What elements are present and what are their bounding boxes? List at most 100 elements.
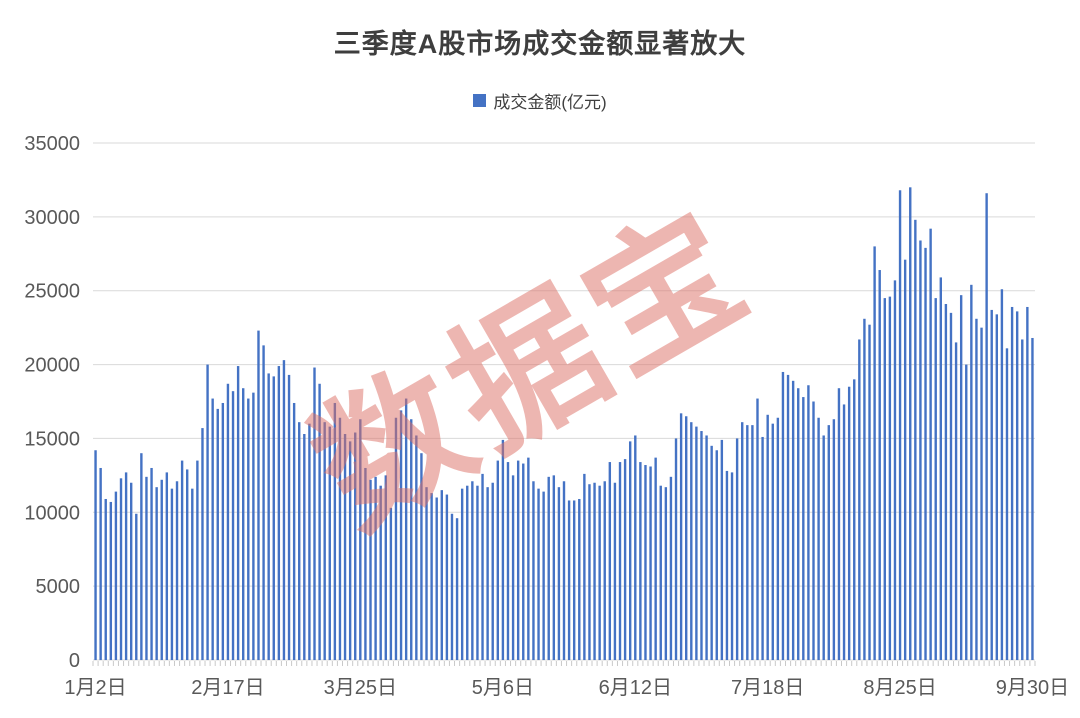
- bar: [858, 339, 861, 660]
- bar: [140, 453, 143, 660]
- bar: [949, 312, 953, 660]
- bar: [124, 472, 128, 660]
- bar: [298, 422, 301, 660]
- y-tick-label: 20000: [24, 355, 80, 377]
- bar: [944, 304, 948, 660]
- bar: [715, 450, 718, 660]
- bar: [506, 462, 510, 660]
- bar: [924, 247, 927, 660]
- bar: [567, 500, 571, 660]
- bar: [557, 487, 561, 660]
- bar: [236, 366, 240, 660]
- bar: [542, 491, 545, 660]
- x-axis-ticks: [92, 661, 1036, 666]
- bar: [303, 434, 306, 660]
- bar: [685, 416, 688, 660]
- bar: [129, 482, 133, 660]
- bar: [598, 485, 601, 660]
- bar: [552, 475, 556, 660]
- bar: [613, 482, 617, 660]
- bar: [379, 485, 382, 660]
- gridlines: [93, 142, 1035, 661]
- bar: [720, 439, 724, 660]
- bar: [94, 450, 97, 660]
- x-tick-label: 7月18日: [731, 677, 804, 699]
- bar: [450, 513, 454, 660]
- bar: [389, 507, 393, 660]
- bar: [247, 398, 250, 660]
- y-tick-label: 30000: [24, 207, 80, 229]
- bar: [404, 398, 408, 660]
- bar: [888, 296, 892, 660]
- bar: [812, 401, 815, 660]
- bar: [394, 417, 398, 660]
- bar: [211, 398, 214, 660]
- bar: [267, 373, 270, 660]
- bar: [410, 419, 413, 660]
- bar: [155, 487, 158, 660]
- bar: [903, 259, 907, 660]
- bar: [990, 309, 993, 660]
- bar: [985, 193, 988, 660]
- bar: [919, 240, 922, 661]
- bar: [511, 475, 515, 660]
- bar: [104, 498, 107, 660]
- bar: [781, 371, 785, 660]
- bar: [145, 476, 148, 660]
- legend: 成交金额(亿元): [0, 88, 1080, 113]
- bar: [186, 469, 189, 660]
- bar: [496, 460, 500, 660]
- bar: [965, 364, 968, 660]
- bar: [853, 379, 856, 660]
- bar: [501, 439, 505, 660]
- bar: [466, 485, 469, 660]
- x-tick-label: 8月25日: [863, 677, 936, 699]
- bar: [649, 466, 652, 660]
- bar: [318, 383, 321, 660]
- bar: [420, 453, 423, 660]
- bar: [746, 425, 749, 660]
- bar: [628, 441, 632, 660]
- bar: [756, 398, 759, 660]
- bar: [369, 479, 372, 660]
- bar: [1026, 306, 1029, 660]
- bar: [547, 476, 550, 660]
- bar: [522, 463, 525, 660]
- bar: [109, 501, 113, 660]
- bar: [257, 330, 260, 660]
- legend-swatch-icon: [473, 94, 487, 107]
- bar: [440, 490, 443, 660]
- bar: [822, 435, 825, 660]
- bar: [486, 487, 489, 660]
- bar: [282, 360, 286, 660]
- bar: [384, 475, 387, 660]
- bar: [669, 476, 673, 660]
- bar: [847, 386, 851, 660]
- bar: [1031, 337, 1034, 660]
- bar: [634, 435, 637, 660]
- x-tick-label: 5月6日: [472, 677, 534, 699]
- bar: [659, 485, 662, 660]
- y-tick-label: 0: [69, 650, 80, 672]
- y-tick-label: 10000: [24, 502, 80, 524]
- bar: [481, 473, 484, 660]
- bar: [537, 488, 540, 660]
- legend-label: 成交金额(亿元): [493, 93, 607, 112]
- chart-title: 三季度A股市场成交金额显著放大: [333, 29, 747, 59]
- bar: [975, 318, 978, 660]
- x-axis-labels: 1月2日 2月17日 3月25日 5月6日 6月12日 7月18日 8月25日 9月30日: [64, 677, 1069, 699]
- bar: [909, 187, 912, 660]
- bar: [328, 426, 331, 660]
- bar: [786, 374, 790, 660]
- bar: [797, 388, 800, 660]
- bar: [114, 491, 118, 660]
- bar: [455, 518, 459, 660]
- bar: [893, 280, 897, 660]
- x-tick-label: 2月17日: [191, 677, 264, 699]
- bar: [425, 487, 428, 660]
- bar: [817, 417, 820, 660]
- bar: [970, 284, 973, 660]
- bar: [954, 342, 958, 660]
- bar: [435, 497, 438, 660]
- bar: [430, 493, 433, 660]
